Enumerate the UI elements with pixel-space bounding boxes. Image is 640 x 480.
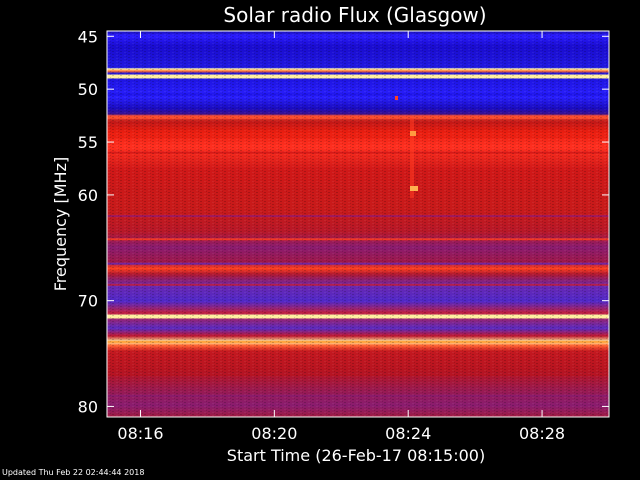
update-timestamp: Updated Thu Feb 22 02:44:44 2018 [2, 468, 145, 477]
y-axis: 45 50 55 60 70 80 [78, 27, 609, 416]
x-tick-label-0: 08:16 [117, 424, 163, 443]
chart-title: Solar radio Flux (Glasgow) [223, 3, 486, 27]
y-tick-label-70: 70 [78, 292, 98, 311]
burst-spot-upper [395, 96, 398, 100]
y-tick-label-60: 60 [78, 186, 98, 205]
plot-area [106, 30, 610, 418]
y-tick-label-55: 55 [78, 133, 98, 152]
plot-frame [106, 30, 610, 418]
burst-column [410, 118, 414, 198]
y-axis-label: Frequency [MHz] [51, 157, 70, 291]
spectrogram-texture [107, 31, 609, 417]
y-tick-label-50: 50 [78, 80, 98, 99]
x-tick-label-3: 08:28 [519, 424, 565, 443]
x-axis: 08:16 08:20 08:24 08:28 [117, 31, 565, 443]
x-axis-label: Start Time (26-Feb-17 08:15:00) [227, 446, 485, 465]
x-tick-label-2: 08:24 [385, 424, 431, 443]
y-tick-label-45: 45 [78, 27, 98, 46]
burst-spot-lower [410, 186, 418, 191]
burst-spot-middle [410, 131, 416, 136]
x-tick-label-1: 08:20 [251, 424, 297, 443]
y-tick-label-80: 80 [78, 397, 98, 416]
